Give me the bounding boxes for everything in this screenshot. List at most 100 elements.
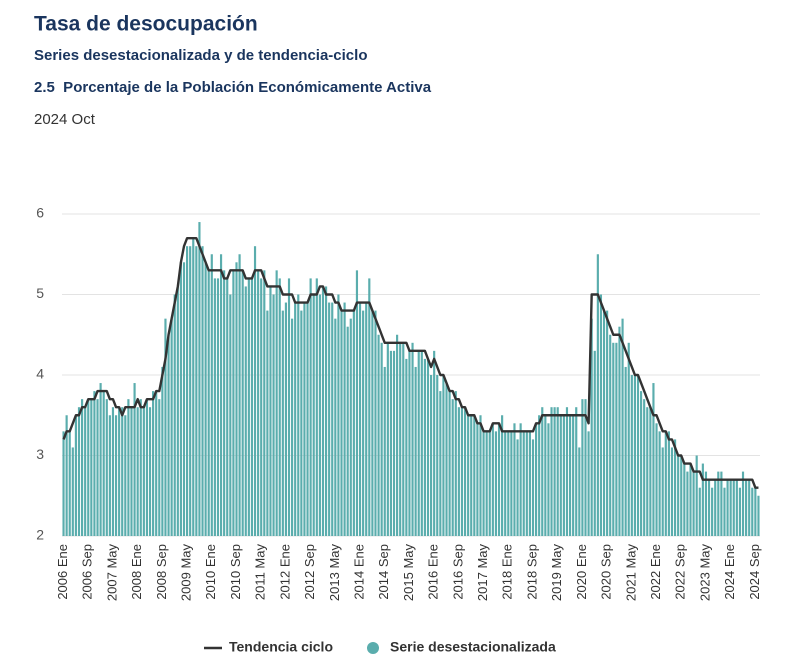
bar bbox=[414, 366, 417, 536]
bar bbox=[229, 294, 232, 536]
bar bbox=[670, 447, 674, 536]
bar bbox=[71, 447, 74, 536]
bar bbox=[525, 431, 528, 536]
bar bbox=[62, 431, 65, 536]
bar bbox=[108, 415, 111, 536]
bar bbox=[535, 423, 538, 536]
bar bbox=[751, 487, 754, 536]
bar bbox=[711, 487, 714, 536]
bar bbox=[602, 310, 606, 536]
bar bbox=[380, 342, 383, 536]
legend-item[interactable]: Serie desestacionalizada bbox=[367, 639, 556, 655]
legend: Tendencia ciclo Serie desestacionalizada bbox=[204, 639, 556, 655]
x-tick-label: 2006 Ene bbox=[55, 544, 70, 600]
bar bbox=[729, 479, 732, 536]
bar bbox=[300, 310, 303, 536]
bar bbox=[96, 399, 99, 536]
bar bbox=[164, 318, 167, 536]
bar bbox=[392, 350, 396, 536]
bar bbox=[247, 278, 250, 536]
bars bbox=[62, 222, 760, 537]
bar bbox=[411, 342, 414, 536]
bar bbox=[186, 246, 189, 536]
x-tick-label: 2023 May bbox=[697, 544, 712, 602]
bar bbox=[136, 407, 139, 536]
bar bbox=[389, 350, 393, 536]
trend-line bbox=[62, 236, 759, 489]
bar bbox=[118, 407, 121, 536]
bar bbox=[636, 375, 640, 536]
bar bbox=[618, 326, 621, 536]
bar bbox=[643, 399, 646, 536]
bar bbox=[321, 286, 325, 536]
bar bbox=[714, 479, 717, 536]
bar bbox=[176, 286, 179, 536]
bar bbox=[442, 375, 445, 536]
bar bbox=[198, 222, 201, 537]
legend-item[interactable]: Tendencia ciclo bbox=[204, 639, 333, 655]
bar bbox=[470, 415, 473, 536]
bar bbox=[303, 302, 306, 536]
bar bbox=[148, 407, 152, 536]
x-tick-label: 2013 May bbox=[327, 544, 342, 602]
bar bbox=[105, 399, 108, 536]
bar bbox=[621, 318, 624, 536]
bar bbox=[556, 407, 559, 536]
bar bbox=[460, 407, 464, 536]
bar bbox=[531, 439, 535, 536]
x-tick-label: 2021 May bbox=[623, 544, 638, 602]
x-tick-label: 2010 Ene bbox=[203, 544, 218, 600]
bar bbox=[340, 310, 343, 536]
x-tick-label: 2024 Ene bbox=[722, 544, 737, 600]
bar bbox=[238, 254, 241, 536]
bar bbox=[757, 495, 760, 536]
chart-subtitle: Series desestacionalizada y de tendencia… bbox=[34, 47, 367, 64]
x-tick-label: 2018 Sep bbox=[524, 544, 539, 600]
legend-swatch bbox=[367, 642, 379, 654]
x-tick-label: 2010 Sep bbox=[228, 544, 243, 600]
bar bbox=[250, 278, 254, 536]
bar bbox=[522, 431, 525, 536]
bar bbox=[627, 342, 630, 536]
bar bbox=[649, 407, 652, 536]
bar bbox=[433, 350, 436, 536]
bar bbox=[640, 391, 643, 536]
bar bbox=[473, 415, 476, 536]
bar bbox=[680, 455, 683, 536]
bar bbox=[451, 399, 454, 536]
bar bbox=[173, 294, 176, 536]
legend-label: Serie desestacionalizada bbox=[390, 639, 556, 655]
bar bbox=[226, 278, 229, 536]
bar bbox=[553, 407, 556, 536]
bar bbox=[501, 415, 504, 536]
bar bbox=[673, 439, 677, 536]
bar bbox=[365, 302, 368, 536]
bar bbox=[306, 302, 309, 536]
bar bbox=[182, 262, 186, 536]
bar bbox=[692, 471, 695, 536]
bar bbox=[457, 407, 460, 536]
bar bbox=[324, 286, 328, 536]
bar bbox=[399, 342, 402, 536]
bar bbox=[74, 415, 77, 536]
bar bbox=[263, 270, 266, 536]
bar bbox=[507, 431, 510, 536]
bar bbox=[386, 342, 389, 536]
bar bbox=[124, 415, 127, 536]
x-axis: 2006 Ene 2006 Sep 2007 May 2008 Ene 2008 Sep… bbox=[55, 544, 762, 602]
bar bbox=[142, 407, 145, 536]
bar bbox=[615, 342, 618, 536]
bar bbox=[488, 431, 491, 536]
y-tick-label: 2 bbox=[36, 527, 44, 543]
bar bbox=[374, 310, 377, 536]
bar bbox=[315, 278, 318, 536]
bar bbox=[192, 238, 195, 536]
bar bbox=[485, 431, 488, 536]
bar bbox=[578, 447, 581, 536]
bar bbox=[596, 254, 599, 536]
y-tick-label: 3 bbox=[36, 446, 44, 462]
bar bbox=[114, 415, 118, 536]
bar bbox=[575, 407, 578, 536]
